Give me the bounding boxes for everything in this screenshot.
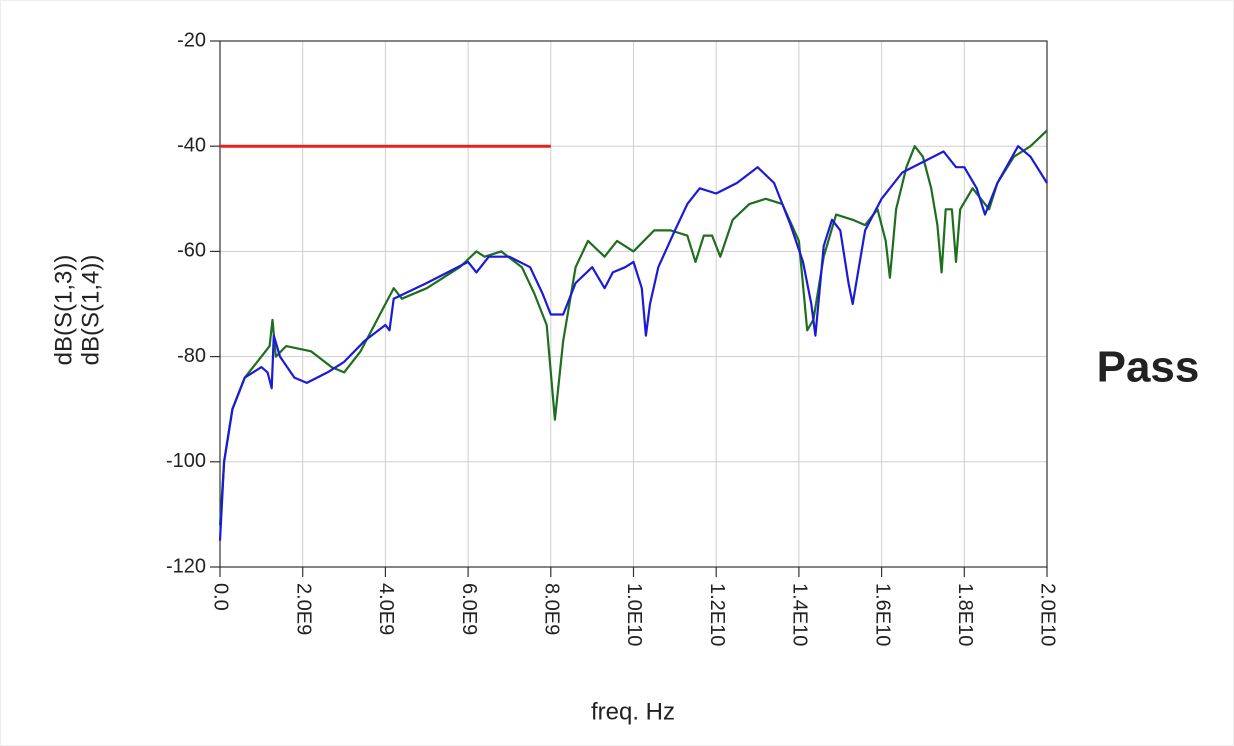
series-line: [218, 145, 1048, 541]
legend-label: dB(S(1,3)): [50, 255, 77, 366]
x-axis-label: freq. Hz: [591, 698, 675, 725]
x-tick-label: 1.0E10: [623, 583, 645, 646]
y-tick-label: -80: [177, 345, 206, 367]
x-tick-label: 2.0E10: [1037, 583, 1059, 646]
status-annotation: Pass: [1097, 343, 1200, 392]
y-tick-label: -100: [166, 450, 206, 472]
y-tick-label: -40: [177, 134, 206, 156]
y-tick-label: -60: [177, 240, 206, 262]
x-tick-label: 1.8E10: [954, 583, 976, 646]
series-line: [218, 129, 1048, 525]
y-tick-label: -120: [166, 555, 206, 577]
x-tick-label: 0.0: [210, 583, 232, 611]
x-tick-label: 1.4E10: [789, 583, 811, 646]
x-tick-label: 1.6E10: [871, 583, 893, 646]
x-tick-label: 2.0E9: [292, 583, 314, 635]
x-tick-label: 1.2E10: [706, 583, 728, 646]
x-tick-label: 4.0E9: [375, 583, 397, 635]
legend-label: dB(S(1,4)): [77, 255, 104, 366]
x-tick-label: 8.0E9: [541, 583, 563, 635]
x-tick-label: 6.0E9: [458, 583, 480, 635]
plot-border: [219, 40, 1048, 568]
y-tick-label: -20: [177, 29, 206, 51]
y-axis-legend: dB(S(1,3)) dB(S(1,4)): [50, 255, 104, 366]
